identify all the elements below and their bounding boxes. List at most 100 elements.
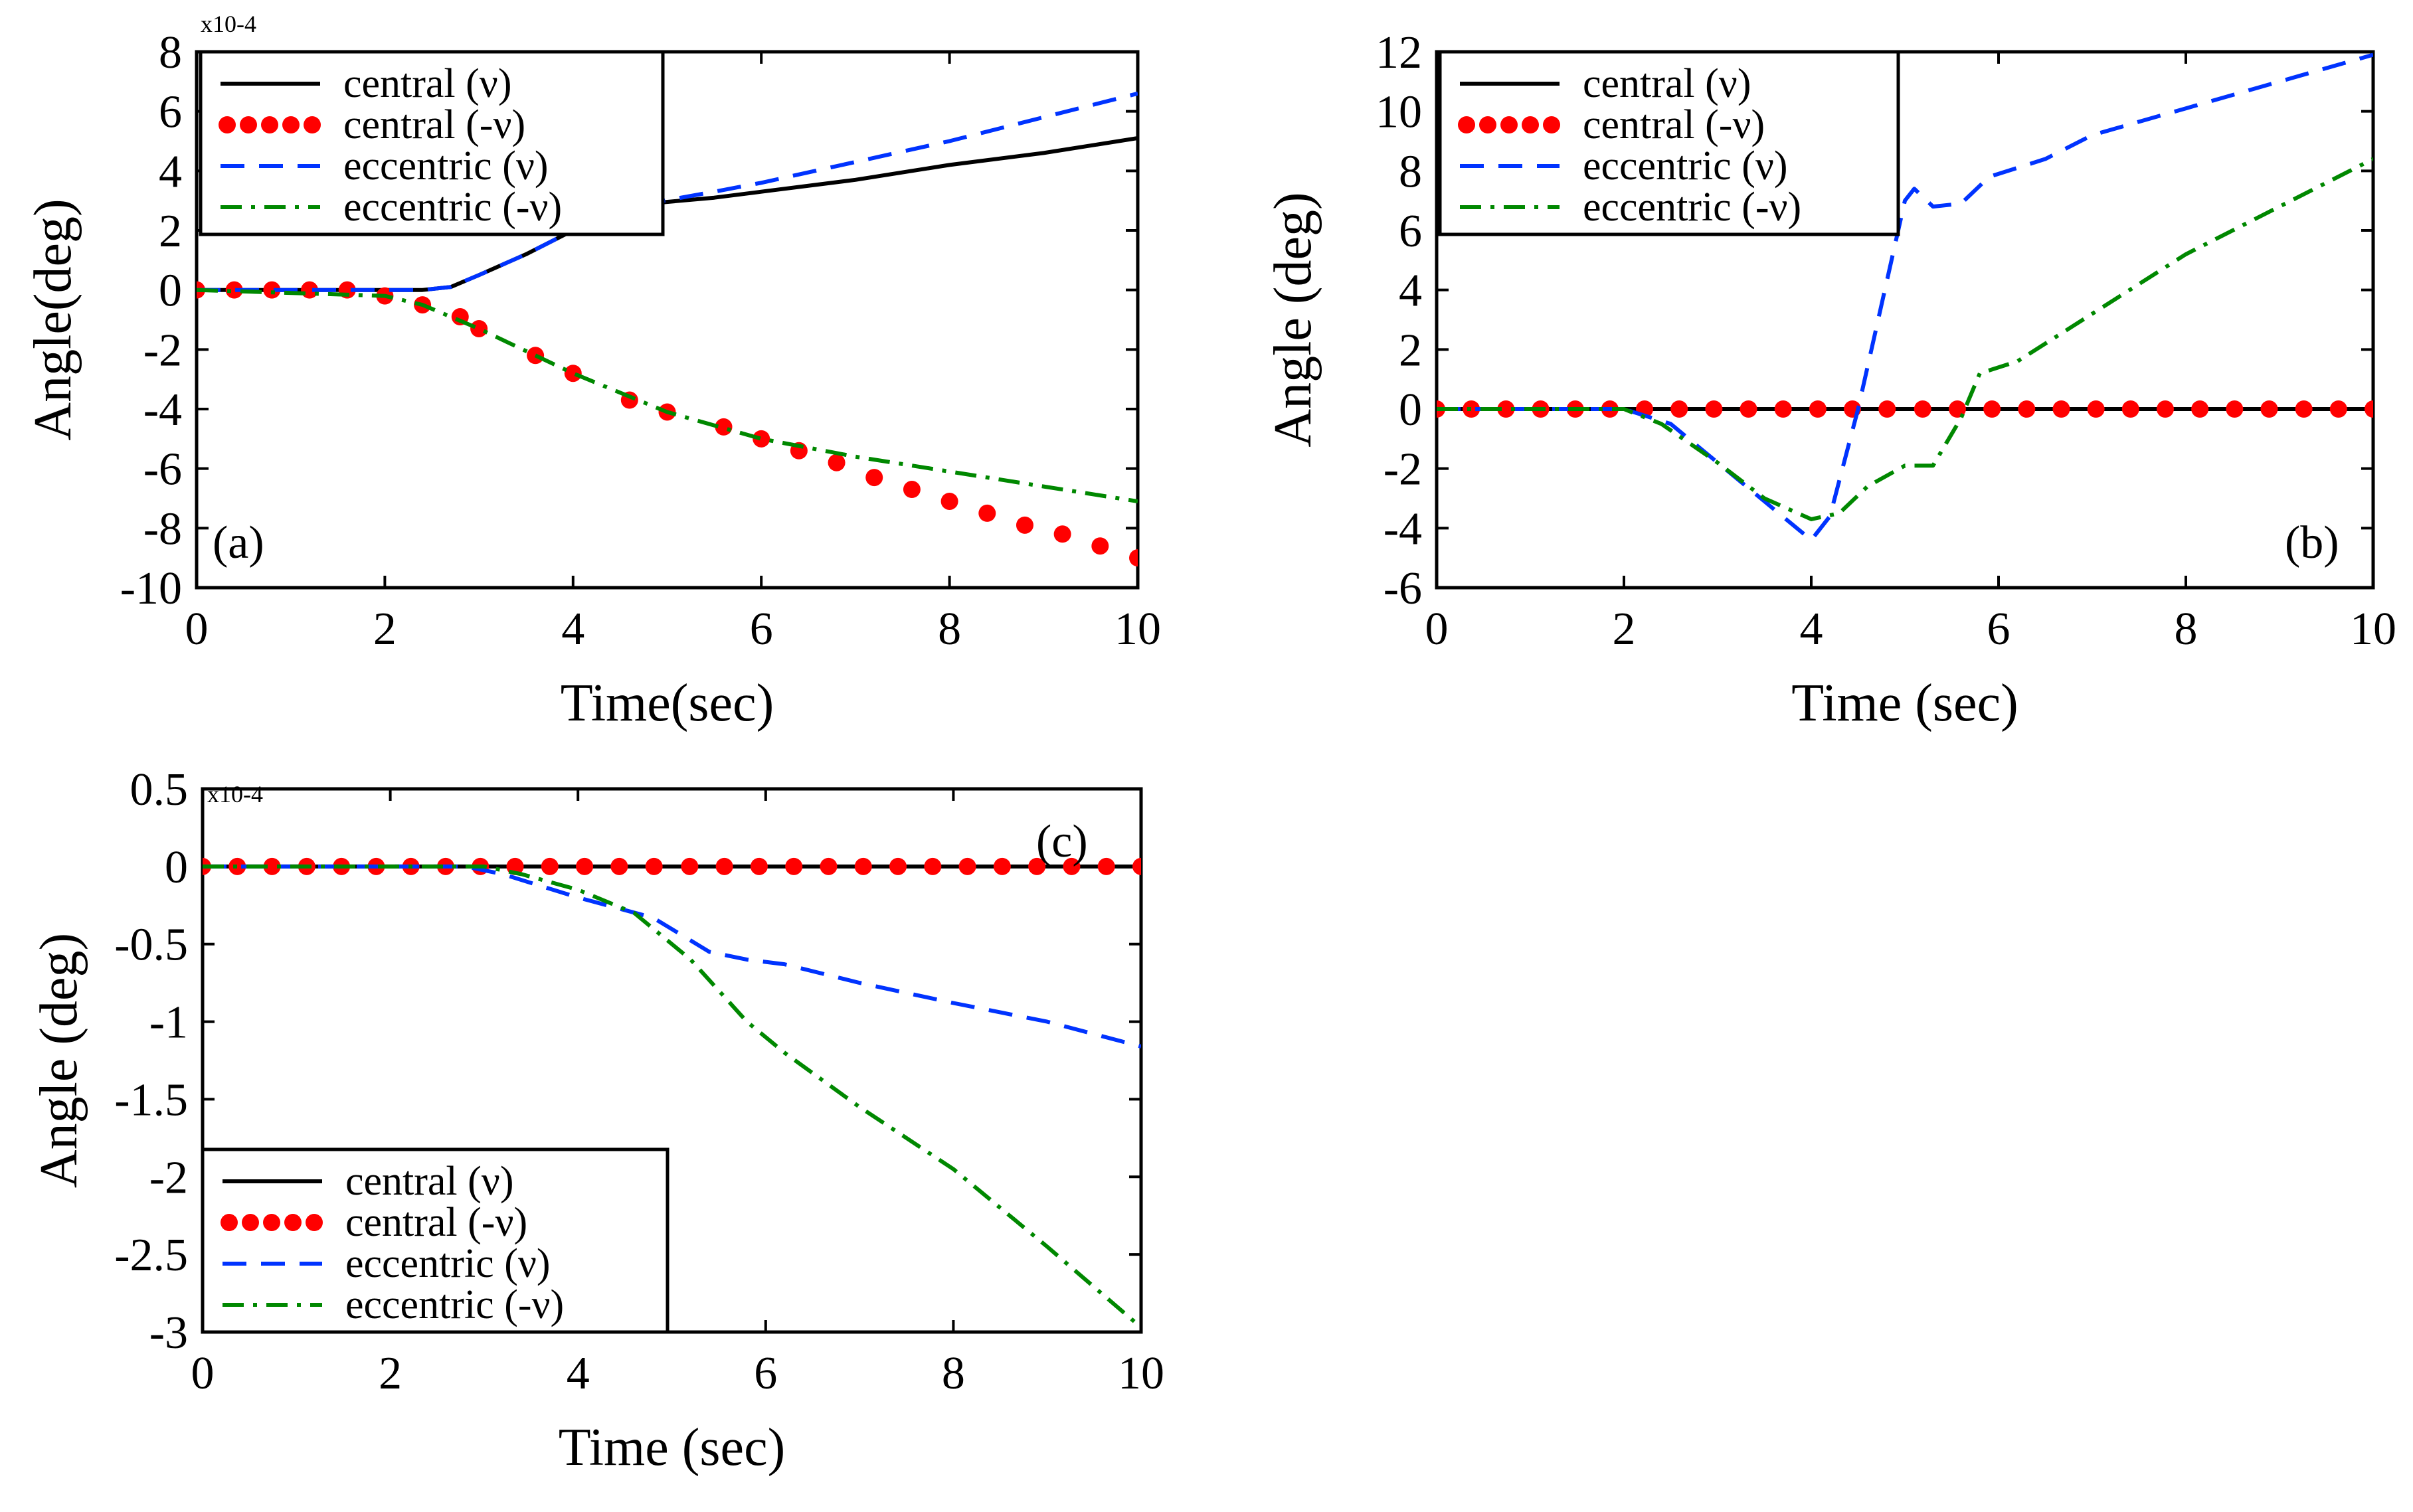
series-group xyxy=(1437,52,2373,543)
legend-swatch xyxy=(1522,116,1539,133)
data-point xyxy=(263,281,281,299)
data-point xyxy=(2226,400,2244,418)
data-point xyxy=(1463,400,1480,418)
data-point xyxy=(2087,400,2105,418)
data-point xyxy=(1809,400,1827,418)
data-point xyxy=(1774,400,1792,418)
series-line xyxy=(1437,157,2373,521)
legend-swatch xyxy=(240,116,257,133)
y-tick-label: 0 xyxy=(1399,384,1422,436)
legend-entry: eccentric (-ν) xyxy=(345,1282,564,1327)
data-point xyxy=(610,857,628,875)
data-point xyxy=(865,469,883,487)
legend-swatch xyxy=(306,1214,323,1231)
y-tick-label: 0 xyxy=(159,266,182,317)
legend-swatch xyxy=(284,1214,302,1231)
panel-c: 0 2 4 6 8 10 -3 -2.5 -2 -1.5 -1 -0.5 0 0.5 x10-4 Time (… xyxy=(30,764,1164,1477)
y-tick-label: 0 xyxy=(165,842,188,893)
plot-frame xyxy=(1435,50,2375,590)
data-point xyxy=(1097,857,1115,875)
x-tick-label: 6 xyxy=(1987,604,2011,655)
x-tick-label: 10 xyxy=(1115,604,1161,655)
data-point xyxy=(1878,400,1896,418)
legend: central (ν)central (-ν)eccentric (ν)ecce… xyxy=(201,1147,670,1334)
data-point xyxy=(1016,516,1033,534)
data-point xyxy=(681,857,699,875)
legend-swatch xyxy=(242,1214,259,1231)
y-tick-label: 4 xyxy=(159,146,182,197)
data-point xyxy=(958,857,976,875)
y-tick-label: -0.5 xyxy=(114,920,188,971)
series-line xyxy=(203,864,1141,1049)
legend-swatch xyxy=(219,116,236,133)
series-line xyxy=(203,864,1141,1329)
data-point xyxy=(753,430,770,448)
series-group xyxy=(203,857,1141,1329)
data-point xyxy=(2052,400,2070,418)
y-axis-label: Angle (deg) xyxy=(1264,192,1322,447)
legend-entry: central (-ν) xyxy=(345,1200,527,1245)
x-tick-label: 6 xyxy=(754,1348,777,1399)
y-tick-label: -4 xyxy=(1384,503,1422,554)
data-point xyxy=(1983,400,2001,418)
legend-entry: eccentric (ν) xyxy=(345,1241,551,1286)
legend-entry: eccentric (ν) xyxy=(1583,143,1788,189)
y-tick-label: -2 xyxy=(1384,444,1422,495)
y-tick-label: 8 xyxy=(1399,146,1422,197)
data-point xyxy=(2156,400,2174,418)
data-point xyxy=(924,857,942,875)
x-axis-label: Time(sec) xyxy=(561,674,774,732)
data-point xyxy=(993,857,1011,875)
data-point xyxy=(854,857,872,875)
legend-swatch xyxy=(1458,116,1475,133)
legend-swatch xyxy=(1500,116,1518,133)
y-tick-label: 12 xyxy=(1376,27,1422,78)
exponent-label: x10-4 xyxy=(207,781,263,807)
data-point xyxy=(564,365,582,382)
data-point xyxy=(1053,525,1071,543)
y-tick-label: -6 xyxy=(143,444,182,495)
data-point xyxy=(541,857,559,875)
data-point xyxy=(889,857,907,875)
data-point xyxy=(470,319,488,337)
y-tick-label: -3 xyxy=(149,1307,188,1359)
legend-entry: central (-ν) xyxy=(1583,102,1765,147)
data-point xyxy=(785,857,803,875)
legend: central (ν)central (-ν)eccentric (ν)ecce… xyxy=(1438,50,1900,236)
y-axis-label: Angle(deg) xyxy=(24,199,82,440)
data-point xyxy=(940,492,958,510)
data-point xyxy=(263,857,281,875)
x-tick-label: 10 xyxy=(1118,1348,1164,1399)
legend-swatch xyxy=(221,1214,238,1231)
data-point xyxy=(1497,400,1515,418)
data-point xyxy=(715,857,733,875)
y-axis-label: Angle (deg) xyxy=(30,933,88,1188)
data-point xyxy=(978,504,996,522)
y-tick-label: 10 xyxy=(1376,87,1422,138)
x-tick-label: 2 xyxy=(373,604,397,655)
x-tick-label: 8 xyxy=(938,604,961,655)
data-point xyxy=(820,857,838,875)
x-tick-label: 10 xyxy=(2350,604,2396,655)
y-tick-label: -2 xyxy=(149,1152,188,1203)
data-point xyxy=(1129,549,1138,567)
data-point xyxy=(1740,400,1757,418)
data-point xyxy=(645,857,663,875)
x-axis-label: Time (sec) xyxy=(1791,674,2018,732)
y-tick-label: 6 xyxy=(1399,206,1422,257)
panel-a: 0 2 4 6 8 10 -10 -8 -6 -4 -2 0 2 4 6 8 x10-4 Time(sec) Ang… xyxy=(24,11,1161,732)
legend-swatch xyxy=(1479,116,1496,133)
series-line xyxy=(1437,52,2373,543)
y-tick-label: -2.5 xyxy=(114,1230,188,1281)
legend-box xyxy=(1438,50,1900,236)
data-point xyxy=(576,857,594,875)
y-tick-label: -1.5 xyxy=(114,1074,188,1126)
panel-b: 0 2 4 6 8 10 -6 -4 -2 0 2 4 6 8 10 12 Time (sec) Angle (d… xyxy=(1264,27,2396,732)
data-point xyxy=(1670,400,1688,418)
legend-swatch xyxy=(261,116,278,133)
legend-entry: central (ν) xyxy=(345,1159,513,1204)
legend: central (ν)central (-ν)eccentric (ν)ecce… xyxy=(199,50,665,236)
series-line xyxy=(197,288,1138,503)
panel-label: (b) xyxy=(2285,517,2339,568)
exponent-label: x10-4 xyxy=(201,11,256,37)
